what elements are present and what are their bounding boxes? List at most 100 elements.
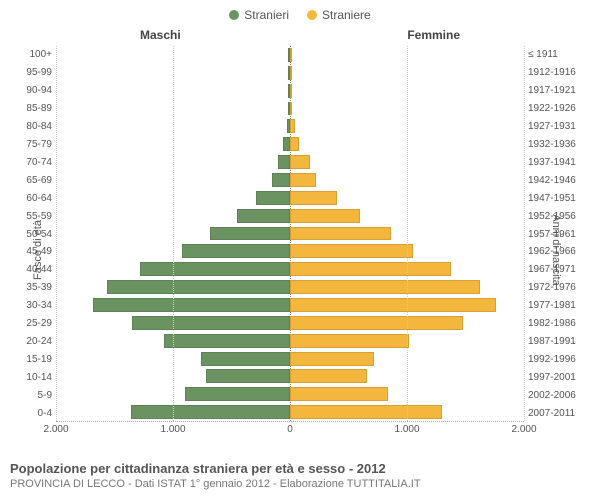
bar-row [56,171,524,189]
age-tick: 95-99 [0,64,52,82]
age-tick: 55-59 [0,207,52,225]
bar-row [56,385,524,403]
bar-row [56,207,524,225]
birth-tick: 1912-1916 [528,64,600,82]
male-bar [164,334,290,348]
female-bar [290,155,310,169]
birth-ticks: ≤ 19111912-19161917-19211922-19261927-19… [524,46,600,422]
birth-tick: 2007-2011 [528,404,600,422]
chart-title: Popolazione per cittadinanza straniera p… [10,461,590,476]
legend-male-swatch [229,10,239,20]
birth-tick: 1922-1926 [528,100,600,118]
age-tick: 30-34 [0,297,52,315]
female-bar [290,387,388,401]
x-tick: 1.000 [394,424,419,435]
female-bar [290,369,367,383]
male-bar [131,405,290,419]
birth-tick: 1972-1976 [528,279,600,297]
bar-row [56,350,524,368]
header-female: Femmine [407,28,460,42]
birth-tick: 2002-2006 [528,386,600,404]
male-bar [182,244,290,258]
birth-tick: 1997-2001 [528,368,600,386]
legend-male-label: Stranieri [244,8,289,22]
birth-tick: 1967-1971 [528,261,600,279]
age-tick: 75-79 [0,136,52,154]
chart-footer: Popolazione per cittadinanza straniera p… [10,461,590,490]
bar-row [56,296,524,314]
female-bar [290,66,292,80]
x-tick: 1.000 [160,424,185,435]
bar-row [56,153,524,171]
female-bar [290,173,316,187]
y-axis-right-label: Anni di nascita [550,214,562,286]
age-tick: 20-24 [0,333,52,351]
male-bar [107,280,290,294]
age-tick: 70-74 [0,153,52,171]
bar-row [56,135,524,153]
male-bar [237,209,290,223]
bar-row [56,225,524,243]
legend: Stranieri Straniere [0,0,600,22]
age-tick: 5-9 [0,386,52,404]
age-tick: 90-94 [0,82,52,100]
grid-line [524,46,525,421]
female-bar [290,119,295,133]
age-tick: 40-44 [0,261,52,279]
birth-tick: 1977-1981 [528,297,600,315]
age-ticks: 100+95-9990-9485-8980-8475-7970-7465-696… [0,46,52,422]
male-bar [283,137,290,151]
male-bar [210,227,290,241]
bar-row [56,314,524,332]
age-tick: 80-84 [0,118,52,136]
age-tick: 10-14 [0,368,52,386]
female-bar [290,334,409,348]
bar-row [56,403,524,421]
header-male: Maschi [140,28,181,42]
female-bar [290,262,451,276]
bar-rows [56,46,524,421]
birth-tick: 1947-1951 [528,189,600,207]
birth-tick: 1937-1941 [528,153,600,171]
female-bar [290,244,413,258]
x-tick: 2.000 [511,424,536,435]
bar-row [56,242,524,260]
male-bar [278,155,290,169]
birth-tick: ≤ 1911 [528,46,600,64]
female-bar [290,191,337,205]
male-bar [132,316,290,330]
legend-female: Straniere [307,8,371,22]
bar-row [56,64,524,82]
male-bar [93,298,290,312]
age-tick: 35-39 [0,279,52,297]
age-tick: 85-89 [0,100,52,118]
female-bar [290,227,391,241]
female-bar [290,137,299,151]
birth-tick: 1932-1936 [528,136,600,154]
pyramid-chart: Stranieri Straniere Maschi Femmine 100+9… [0,0,600,500]
age-tick: 25-29 [0,315,52,333]
birth-tick: 1962-1966 [528,243,600,261]
x-tick: 0 [287,424,293,435]
bar-row [56,189,524,207]
birth-tick: 1992-1996 [528,350,600,368]
female-bar [290,280,480,294]
female-bar [290,84,292,98]
male-bar [201,352,290,366]
bar-row [56,332,524,350]
y-axis-left-label: Fasce di età [32,220,44,280]
age-tick: 15-19 [0,350,52,368]
male-bar [185,387,290,401]
legend-female-swatch [307,10,317,20]
female-bar [290,405,442,419]
female-bar [290,316,463,330]
age-tick: 60-64 [0,189,52,207]
birth-tick: 1957-1961 [528,225,600,243]
grid-line [173,46,174,421]
male-bar [256,191,290,205]
age-tick: 0-4 [0,404,52,422]
age-tick: 50-54 [0,225,52,243]
bar-row [56,46,524,64]
birth-tick: 1987-1991 [528,333,600,351]
chart-subtitle: PROVINCIA DI LECCO - Dati ISTAT 1° genna… [10,478,590,490]
